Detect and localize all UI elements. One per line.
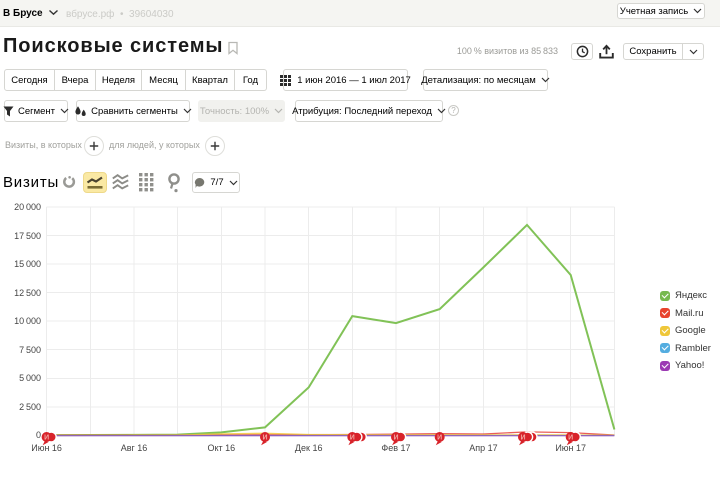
svg-text:И: И bbox=[44, 435, 49, 442]
svg-text:И: И bbox=[568, 435, 573, 442]
svg-text:И: И bbox=[393, 435, 398, 442]
svg-text:И: И bbox=[262, 435, 267, 442]
svg-text:И: И bbox=[520, 435, 525, 442]
svg-text:И: И bbox=[350, 435, 355, 442]
svg-text:И: И bbox=[437, 435, 442, 442]
